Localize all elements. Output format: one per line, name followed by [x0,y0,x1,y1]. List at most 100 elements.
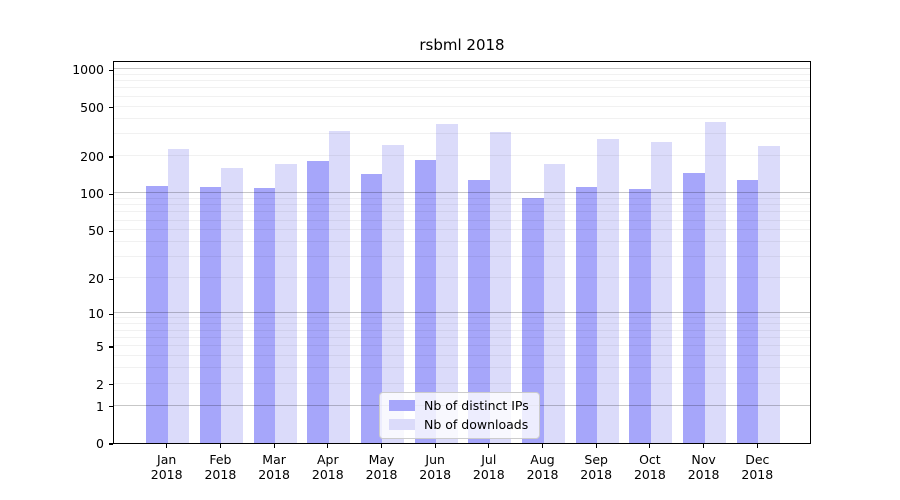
x-tick-label: Dec 2018 [727,452,787,482]
x-tick-month: Apr [316,452,339,467]
x-tick-year: 2018 [311,467,344,482]
bar-distinct-ips [522,198,544,443]
bar-downloads [543,164,566,443]
y-tick-mark [109,230,113,232]
x-tick-year: 2018 [633,467,666,482]
gridline-minor [114,80,810,82]
bar-downloads [436,123,458,443]
x-tick-year: 2018 [150,467,183,482]
y-tick-mark [109,107,113,109]
x-tick-month: Mar [262,452,286,467]
bar-downloads [758,145,780,443]
legend-swatch-downloads [389,419,415,430]
x-tick-month: Jun [425,452,445,467]
chart-title: rsbml 2018 [419,36,505,54]
legend: Nb of distinct IPs Nb of downloads [379,392,540,439]
x-tick-label: Aug 2018 [513,452,573,482]
legend-entry-downloads: Nb of downloads [389,417,529,432]
bar-downloads [382,144,404,443]
x-tick-month: Aug [530,452,555,467]
bar-downloads [275,163,297,443]
x-tick-mark [166,444,168,448]
y-tick-mark [109,69,113,71]
x-tick-month: Sep [584,452,608,467]
x-tick-label: Nov 2018 [674,452,734,482]
y-tick-mark [109,346,113,348]
bar-distinct-ips [414,159,437,443]
x-tick-mark [756,444,758,448]
x-tick-month: Feb [209,452,232,467]
x-tick-label: Feb 2018 [190,452,250,482]
gridline-minor [114,105,810,107]
x-tick-mark [273,444,275,448]
y-tick-label: 0 [96,436,104,451]
x-tick-mark [434,444,436,448]
legend-label-downloads: Nb of downloads [424,417,529,432]
x-tick-label: Jul 2018 [459,452,519,482]
gridline-major [114,68,810,70]
x-tick-month: Nov [691,452,716,467]
x-tick-year: 2018 [419,467,452,482]
y-tick-mark [109,156,113,158]
y-tick-mark [109,313,113,315]
bar-distinct-ips [146,185,168,443]
x-tick-label: Oct 2018 [620,452,680,482]
y-tick-mark [109,443,113,445]
x-tick-year: 2018 [580,467,613,482]
y-tick-mark [109,384,113,386]
x-tick-month: Oct [639,452,661,467]
bar-distinct-ips [199,186,222,443]
bar-downloads [650,142,673,443]
x-tick-label: Jun 2018 [405,452,465,482]
x-tick-mark [219,444,221,448]
x-tick-mark [380,444,383,448]
x-tick-mark [488,444,490,448]
bar-distinct-ips [575,187,598,443]
x-tick-label: Apr 2018 [298,452,358,482]
x-tick-mark [327,444,329,448]
plot-area [113,61,811,444]
bar-downloads [597,139,619,443]
gridline-minor [114,87,810,89]
x-tick-year: 2018 [258,467,290,482]
bar-downloads [489,132,512,443]
legend-entry-distinct-ips: Nb of distinct IPs [389,398,529,413]
y-tick-label: 50 [88,223,104,239]
x-tick-mark [703,444,705,448]
x-tick-year: 2018 [687,467,720,482]
x-tick-month: Jan [157,452,177,467]
y-tick-mark [109,193,113,195]
x-tick-year: 2018 [365,467,398,482]
x-tick-mark [595,444,597,448]
x-tick-year: 2018 [741,467,774,482]
bar-distinct-ips [360,173,383,443]
y-tick-label: 2 [96,376,104,392]
bar-distinct-ips [468,180,490,443]
x-tick-year: 2018 [526,467,559,482]
y-tick-label: 1 [96,398,104,414]
y-tick-label: 200 [80,149,104,164]
bar-distinct-ips [683,173,705,443]
x-tick-label: Mar 2018 [244,452,304,482]
x-tick-mark [649,444,651,448]
x-tick-year: 2018 [472,467,505,482]
x-tick-month: May [368,452,395,467]
bar-downloads [221,168,243,443]
bar-distinct-ips [307,160,329,443]
bar-distinct-ips [629,188,651,443]
y-tick-label: 1000 [72,62,104,78]
gridline-minor [114,73,810,75]
legend-label-distinct-ips: Nb of distinct IPs [424,398,529,413]
gridline-minor [114,95,810,97]
y-tick-label: 500 [80,99,104,115]
x-tick-mark [541,444,544,448]
x-tick-label: May 2018 [352,452,412,482]
bar-distinct-ips [253,188,276,443]
x-tick-label: Sep 2018 [566,452,626,482]
bar-downloads [167,148,190,443]
x-tick-label: Jan 2018 [137,452,197,482]
y-tick-label: 100 [80,186,104,202]
bar-distinct-ips [736,180,759,443]
y-tick-mark [109,278,113,280]
